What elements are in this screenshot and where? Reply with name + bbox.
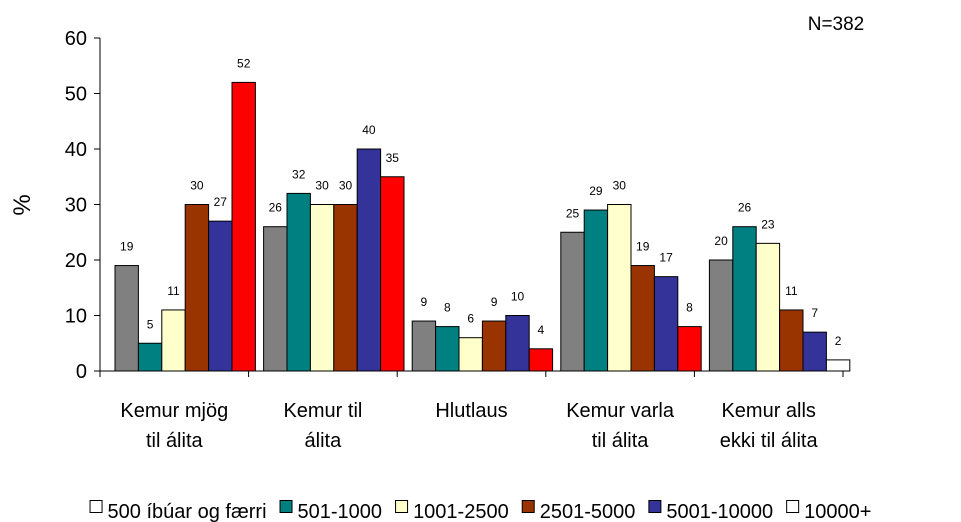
data-label: 27 (214, 195, 228, 209)
bar (263, 226, 288, 372)
data-label: 30 (315, 179, 329, 193)
x-category-label: til álita (146, 430, 204, 452)
legend-label: 10000+ (804, 501, 871, 522)
data-label: 32 (292, 167, 306, 181)
bar (708, 259, 734, 372)
data-label: 30 (613, 179, 627, 193)
data-label: 25 (566, 206, 580, 220)
data-label: 19 (636, 240, 650, 254)
y-tick-label: 60 (65, 28, 87, 50)
bar (208, 220, 233, 372)
data-label: 9 (421, 295, 428, 309)
bar (677, 326, 702, 372)
bar (333, 204, 358, 372)
legend: 500 íbúar og færri 501-1000 1001-2500 2501-… (89, 500, 871, 522)
bar (528, 348, 554, 372)
bar (825, 359, 851, 372)
data-label: 23 (761, 217, 775, 231)
data-label: 9 (491, 295, 498, 309)
x-category-label: til álita (592, 430, 650, 452)
y-tick-label: 20 (65, 250, 87, 272)
legend-label: 1001-2500 (413, 501, 509, 522)
data-label: 26 (738, 201, 752, 215)
x-category-label: Kemur alls (721, 400, 815, 422)
axes: 0 10 20 30 40 50 60 Kemur mjög til álita Kemur ti… (65, 28, 844, 452)
data-label: 26 (269, 201, 283, 215)
legend-swatch (786, 500, 800, 513)
legend-label: 501-1000 (298, 501, 383, 522)
bar (231, 81, 256, 372)
data-label: 4 (538, 323, 545, 337)
data-label: 11 (167, 284, 180, 298)
x-category-label: álita (305, 430, 343, 452)
data-label: 5 (147, 317, 154, 331)
x-category-label: ekki til álita (720, 430, 819, 452)
legend-swatch (89, 500, 103, 513)
data-label: 17 (659, 251, 673, 265)
legend-label: 500 íbúar og færri (108, 501, 267, 522)
legend-label: 5001-10000 (666, 501, 773, 522)
bar (481, 320, 507, 372)
x-category-label: Kemur varla (566, 400, 675, 422)
y-tick-label: 0 (76, 361, 87, 383)
data-label: 30 (190, 179, 204, 193)
y-tick-label: 10 (65, 306, 87, 328)
y-tick-label: 40 (65, 139, 87, 161)
bar (560, 231, 585, 372)
data-label: 40 (362, 123, 376, 137)
bar (630, 265, 655, 372)
bar (137, 342, 163, 372)
data-label: 20 (714, 234, 728, 248)
bar (380, 176, 405, 372)
data-label: 8 (686, 301, 693, 315)
bar (356, 148, 382, 372)
bar (779, 309, 804, 372)
bar (505, 315, 530, 372)
bar (732, 226, 757, 372)
data-label: 29 (589, 184, 603, 198)
sample-size-note: N=382 (808, 14, 865, 35)
data-label: 19 (120, 240, 134, 254)
bar (755, 242, 781, 372)
bar (607, 204, 632, 372)
data-label: 30 (339, 179, 353, 193)
x-category-label: Hlutlaus (435, 400, 507, 422)
data-label: 8 (444, 301, 451, 315)
x-category-label: Kemur til (283, 400, 362, 422)
data-label: 52 (237, 56, 251, 70)
x-category-label: Kemur mjög (120, 400, 228, 422)
bar (435, 326, 460, 372)
data-label: 6 (467, 312, 474, 326)
data-label: 2 (835, 334, 842, 348)
bar (458, 337, 483, 372)
data-label: 11 (785, 284, 798, 298)
y-tick-label: 50 (65, 84, 87, 106)
bars-group (114, 81, 851, 372)
bar (161, 309, 186, 372)
bar (286, 192, 311, 372)
bar (184, 204, 210, 372)
bar (411, 320, 437, 372)
legend-swatch (648, 500, 662, 513)
bar (802, 331, 827, 372)
data-label: 35 (386, 151, 400, 165)
data-label: 7 (811, 306, 818, 320)
y-tick-label: 30 (65, 195, 87, 217)
bar (309, 204, 335, 372)
bar (583, 209, 609, 372)
data-label: 10 (511, 290, 525, 304)
legend-swatch (279, 500, 293, 513)
legend-swatch (395, 500, 409, 513)
legend-label: 2501-5000 (540, 501, 636, 522)
bar (653, 276, 679, 372)
bar (114, 265, 139, 372)
y-axis-title: % (9, 194, 36, 215)
legend-swatch (521, 500, 535, 513)
